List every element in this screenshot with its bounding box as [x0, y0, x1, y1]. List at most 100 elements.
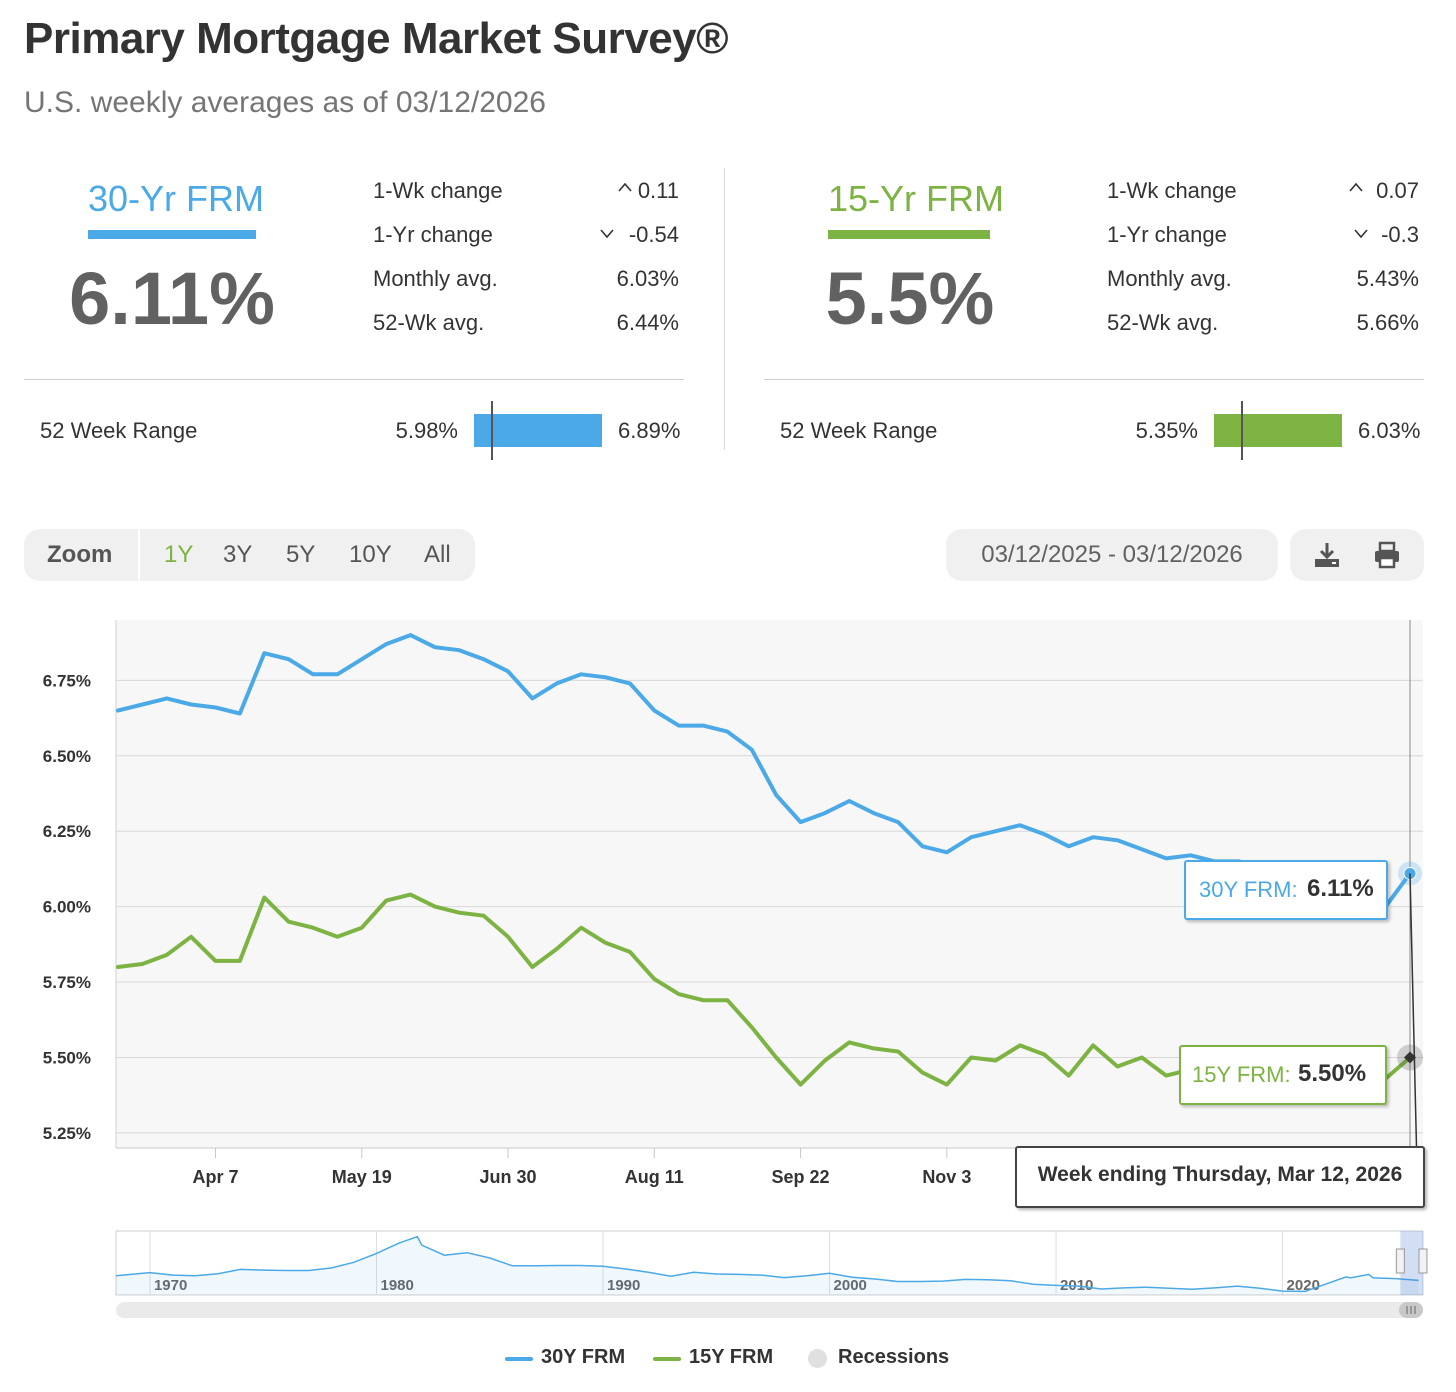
page-title: Primary Mortgage Market Survey® [24, 14, 729, 63]
caret-down-icon [1353, 226, 1369, 244]
date-range-picker[interactable]: 03/12/2025 - 03/12/2026 [946, 529, 1278, 581]
caret-up-icon [1348, 180, 1364, 198]
zoom-all-button[interactable]: All [424, 541, 451, 568]
caret-up-icon [617, 180, 633, 198]
navigator-selection [1400, 1231, 1423, 1295]
tooltip-week-text: Week ending Thursday, Mar 12, 2026 [1037, 1163, 1403, 1186]
stat-label: 1-Wk change [373, 178, 503, 203]
caret-down-icon [599, 226, 615, 244]
stat-value: 0.07 [1376, 178, 1419, 203]
frm15-range-bar [1214, 414, 1342, 447]
x-tick-label: Nov 3 [922, 1167, 971, 1187]
frm30-range-label: 52 Week Range [40, 418, 198, 443]
navigator-background [115, 1230, 1424, 1296]
navigator-tick-label: 1990 [607, 1277, 640, 1294]
frm15-stat-row: 1-Wk change 0.07 [1107, 176, 1419, 220]
y-tick-label: 5.25% [43, 1124, 91, 1143]
stat-label: 1-Yr change [1107, 222, 1227, 247]
frm15-range-high: 6.03% [1358, 418, 1421, 443]
navigator-tick-label: 1980 [380, 1277, 413, 1294]
tooltip-connector [1409, 873, 1418, 1169]
download-icon[interactable] [1312, 540, 1342, 575]
navigator-handle-left [1395, 1248, 1405, 1274]
navigator-tick-label: 1970 [154, 1277, 187, 1294]
stat-value: 5.66% [1356, 310, 1419, 335]
date-range-text: 03/12/2025 - 03/12/2026 [981, 541, 1243, 568]
frm15-stat-row: Monthly avg. 5.43% [1107, 264, 1419, 308]
frm15-stat-row: 1-Yr change -0.3 [1107, 220, 1419, 264]
frm15-range-low: 5.35% [1135, 418, 1198, 443]
zoom-separator [138, 529, 140, 581]
zoom-3y-button[interactable]: 3Y [223, 541, 253, 568]
stat-label: 52-Wk avg. [1107, 310, 1219, 335]
y-tick-label: 5.50% [43, 1048, 91, 1067]
stat-label: 52-Wk avg. [373, 310, 485, 335]
frm30-stat-row: 52-Wk avg. 6.44% [373, 308, 679, 352]
frm30-range-high: 6.89% [618, 418, 681, 443]
navigator-line [115, 1235, 1419, 1293]
legend-swatch [505, 1357, 533, 1361]
y-tick-label: 5.75% [43, 973, 91, 992]
y-tick-label: 6.50% [43, 747, 91, 766]
frm30-range-marker [491, 401, 493, 460]
panel-divider [724, 168, 725, 450]
stat-value: 6.03% [616, 266, 679, 291]
zoom-1y-button[interactable]: 1Y [164, 541, 194, 568]
frm30-name: 30-Yr FRM [88, 178, 265, 219]
navigator-scrollbar-track [116, 1302, 1423, 1318]
export-actions [1290, 529, 1424, 581]
series-line-30y-frm [116, 633, 1412, 915]
stat-value: -0.54 [628, 222, 679, 247]
x-tick-label: Sep 22 [772, 1167, 830, 1187]
tooltip-30y: 30Y FRM: 6.11% [1184, 860, 1388, 920]
tooltip-15y-value: 5.50% [1298, 1060, 1367, 1087]
navigator-chart[interactable]: 1970 1980 1990 2000 2010 2020 [0, 1225, 1456, 1325]
frm15-rate: 5.5% [825, 257, 995, 340]
frm30-rate: 6.11% [69, 257, 275, 340]
frm30-stat-row: 1-Yr change -0.54 [373, 220, 679, 264]
stat-label: 1-Yr change [373, 222, 493, 247]
print-icon[interactable] [1372, 540, 1402, 575]
legend-label: 30Y FRM [541, 1346, 626, 1368]
frm30-stats: 1-Wk change 0.11 1-Yr change -0.54 Month… [373, 176, 679, 352]
frm30-range-low: 5.98% [395, 418, 458, 443]
zoom-10y-button[interactable]: 10Y [349, 541, 392, 568]
stat-value: -0.3 [1381, 222, 1419, 247]
stat-value: 5.43% [1356, 266, 1419, 291]
y-tick-label: 6.00% [43, 898, 91, 917]
stat-value: 0.11 [637, 178, 679, 203]
stat-label: 1-Wk change [1107, 178, 1237, 203]
frm30-underline [88, 230, 256, 239]
page-subtitle: U.S. weekly averages as of 03/12/2026 [24, 86, 546, 119]
x-tick-label: Apr 7 [193, 1167, 239, 1187]
y-tick-label: 6.25% [43, 822, 91, 841]
legend-swatch [653, 1357, 681, 1361]
frm15-range-label: 52 Week Range [780, 418, 938, 443]
frm15-stats: 1-Wk change 0.07 1-Yr change -0.3 Monthl… [1107, 176, 1419, 352]
x-tick-label: Aug 11 [625, 1167, 684, 1187]
navigator-area [116, 1236, 1419, 1295]
zoom-5y-button[interactable]: 5Y [286, 541, 316, 568]
divider [764, 379, 1424, 380]
hover-point-15y [1404, 1051, 1416, 1064]
frm30-stat-row: Monthly avg. 6.03% [373, 264, 679, 308]
stat-label: Monthly avg. [1107, 266, 1232, 291]
tooltip-week: Week ending Thursday, Mar 12, 2026 [1015, 1146, 1425, 1208]
frm15-stat-row: 52-Wk avg. 5.66% [1107, 308, 1419, 352]
x-tick-label: Jun 30 [480, 1167, 537, 1187]
x-tick-label: May 19 [332, 1167, 392, 1187]
navigator-tick-label: 2000 [834, 1277, 867, 1294]
divider [24, 379, 684, 380]
y-tick-label: 6.75% [43, 671, 91, 690]
frm15-name: 15-Yr FRM [828, 178, 1005, 219]
frm30-stat-row: 1-Wk change 0.11 [373, 176, 679, 220]
tooltip-15y-label: 15Y FRM: [1192, 1062, 1291, 1087]
frm15-range-marker [1241, 401, 1243, 460]
tooltip-30y-label: 30Y FRM: [1199, 877, 1298, 902]
navigator-handle-right [1418, 1248, 1428, 1274]
legend-label: Recessions [838, 1346, 950, 1368]
stat-value: 6.44% [616, 310, 679, 335]
frm15-underline [828, 230, 990, 239]
legend-label: 15Y FRM [689, 1346, 774, 1368]
legend-swatch [808, 1349, 827, 1368]
